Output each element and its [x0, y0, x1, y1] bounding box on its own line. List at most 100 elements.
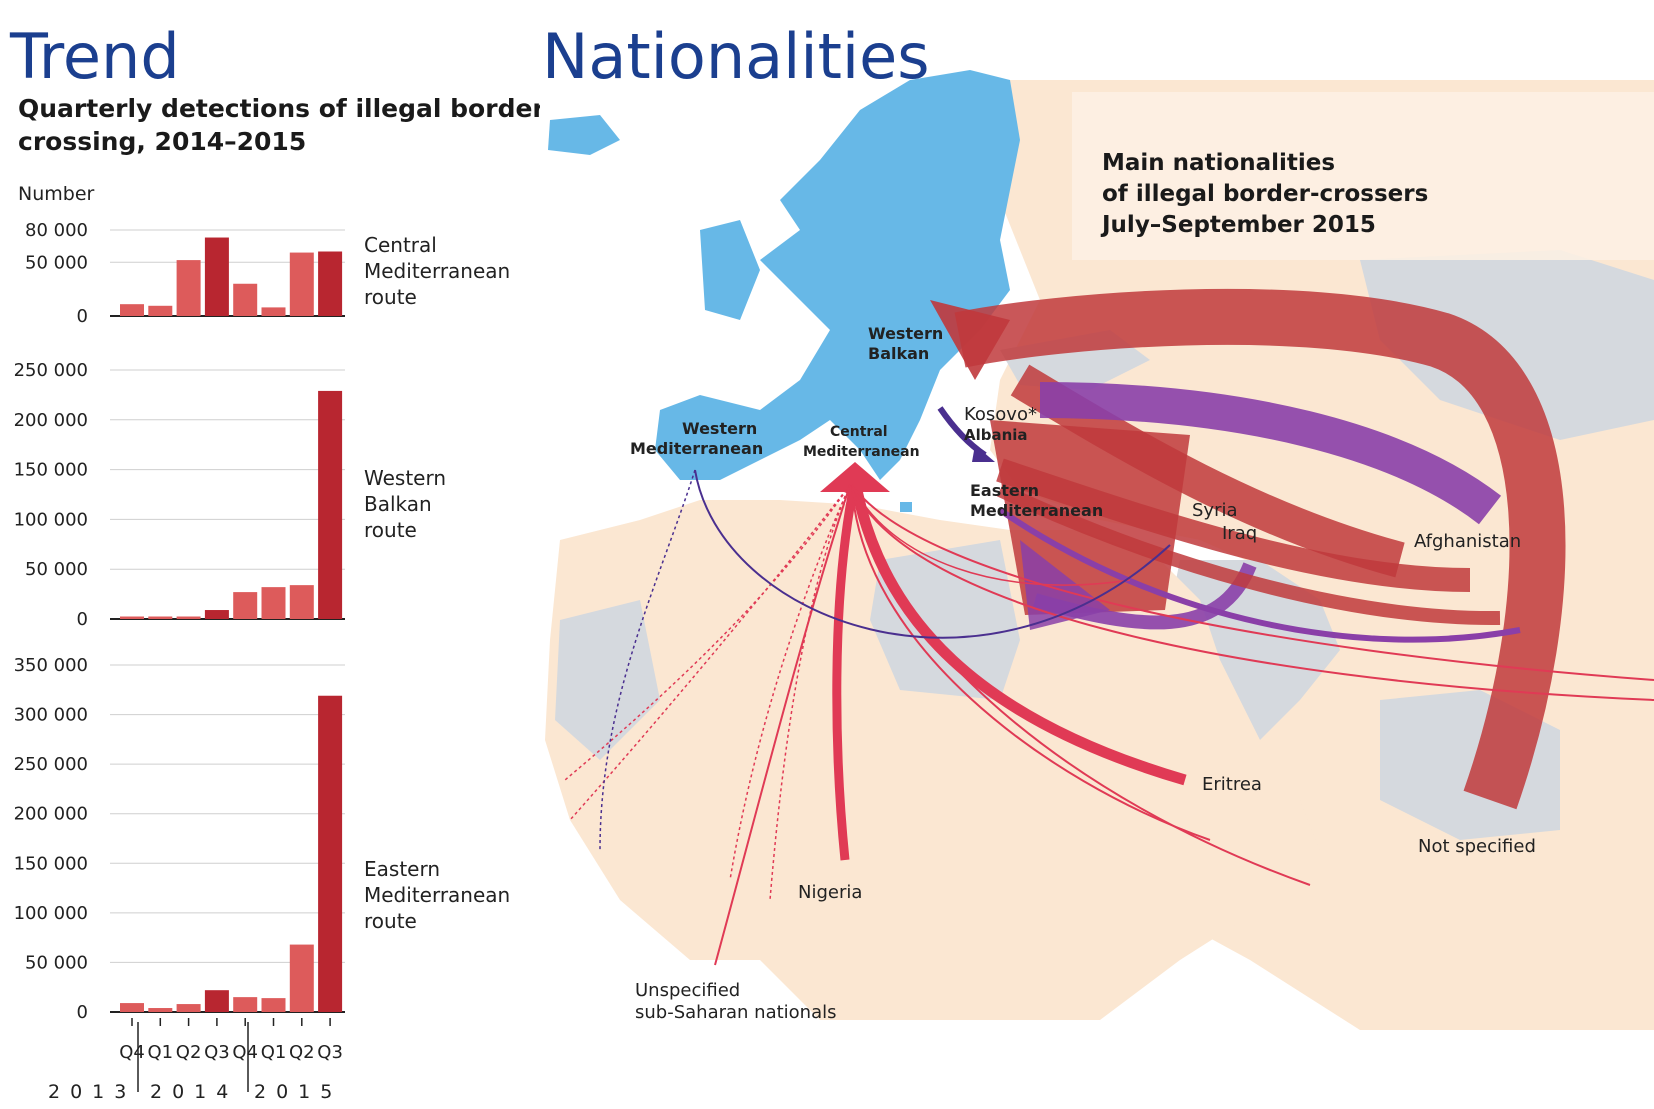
uk	[700, 220, 760, 320]
central-med-arrowhead	[820, 462, 890, 492]
west-med-flow	[694, 469, 1171, 639]
iceland	[548, 115, 620, 155]
bar	[261, 307, 286, 316]
dotted-flow-3	[729, 484, 851, 881]
bar	[204, 610, 229, 619]
route-label-western-med-1: Western	[682, 419, 757, 438]
cyprus	[900, 502, 912, 512]
route-label: Mediterranean	[364, 259, 510, 283]
thin-flow-1	[851, 484, 1211, 841]
y-tick-label: 80 000	[25, 220, 88, 241]
bar	[261, 587, 286, 619]
bar	[148, 616, 173, 619]
y-tick-label: 50 000	[25, 952, 88, 973]
y-tick-label: 150 000	[14, 853, 88, 874]
label-iraq: Iraq	[1222, 523, 1257, 544]
thin-flow-4	[851, 484, 1654, 681]
x-quarter-label: Q4	[119, 1042, 145, 1063]
y-tick-label: 100 000	[14, 509, 88, 530]
y-tick-label: 150 000	[14, 460, 88, 481]
trend-subtitle-line2: crossing, 2014–2015	[18, 127, 307, 156]
nationalities-box-line3: July–September 2015	[1102, 212, 1376, 238]
not-specified-flow	[954, 288, 1566, 810]
bar	[120, 304, 144, 316]
x-quarter-label: Q1	[261, 1042, 287, 1063]
bar	[233, 997, 258, 1012]
thin-flow-2	[851, 484, 1311, 886]
route-label: route	[364, 909, 417, 933]
route-label: Balkan	[364, 492, 432, 516]
not-specified-arrowhead	[930, 300, 1010, 380]
sub-saharan-flow	[714, 484, 851, 966]
libya-gray	[870, 540, 1020, 700]
x-quarter-label: Q1	[147, 1042, 173, 1063]
route-label-central-med-2: Mediterranean	[803, 444, 920, 460]
route-label: Central	[364, 233, 437, 257]
nationalities-box	[1072, 92, 1654, 260]
bar	[176, 1004, 201, 1012]
dotted-flow-4	[769, 484, 851, 901]
y-tick-label: 200 000	[14, 410, 88, 431]
route-label-eastern-med-2: Mediterranean	[970, 501, 1103, 520]
bar	[176, 616, 201, 619]
label-eritrea: Eritrea	[1202, 774, 1262, 795]
nigeria-flow	[832, 479, 860, 861]
y-tick-label: 0	[77, 306, 88, 327]
nationalities-title: Nationalities	[542, 20, 930, 93]
route-label: route	[364, 518, 417, 542]
route-label-western-balkan-1: Western	[868, 324, 943, 343]
bar	[148, 1008, 173, 1012]
label-not-specified: Not specified	[1418, 836, 1536, 857]
y-tick-label: 50 000	[25, 252, 88, 273]
bar	[289, 252, 314, 316]
x-year-label: 2014	[150, 1081, 238, 1103]
trend-title: Trend	[10, 20, 180, 93]
route-label: route	[364, 285, 417, 309]
y-tick-label: 250 000	[14, 754, 88, 775]
africa-land	[545, 500, 1320, 1020]
kosovo-albania-arrowhead	[972, 445, 995, 462]
y-tick-label: 0	[77, 609, 88, 630]
label-nigeria: Nigeria	[798, 882, 862, 903]
route-label-western-balkan-2: Balkan	[868, 344, 929, 363]
bar	[120, 616, 144, 619]
bar	[318, 695, 343, 1012]
bar	[120, 1003, 144, 1012]
route-label-western-med-2: Mediterranean	[630, 439, 763, 458]
trend-subtitle: Quarterly detections of illegal border- …	[18, 92, 555, 158]
bar	[204, 990, 229, 1012]
x-year-label: 2015	[254, 1081, 342, 1103]
bar	[233, 283, 258, 316]
label-syria: Syria	[1192, 500, 1238, 521]
route-label: Western	[364, 466, 446, 490]
thin-flow-3	[851, 484, 1654, 701]
trend-subtitle-line1: Quarterly detections of illegal border-	[18, 94, 556, 123]
bar	[176, 260, 201, 316]
eritrea-flow	[849, 479, 1187, 786]
route-label-eastern-med-1: Eastern	[970, 481, 1039, 500]
x-quarter-label: Q3	[204, 1042, 230, 1063]
nationalities-box-title: Main nationalities of illegal border-cro…	[1102, 148, 1428, 241]
route-label: Mediterranean	[364, 883, 510, 907]
bar	[289, 944, 314, 1012]
dotted-flow-1	[564, 484, 851, 781]
bar	[204, 237, 229, 316]
europe-eu	[655, 70, 1020, 480]
bar	[148, 305, 173, 316]
thin-flow-5	[851, 484, 1131, 586]
afghanistan-flow-2	[997, 483, 1501, 626]
y-tick-label: 50 000	[25, 559, 88, 580]
label-albania: Albania	[964, 426, 1028, 444]
nationalities-box-line1: Main nationalities	[1102, 150, 1336, 176]
purple-thin-flow	[998, 507, 1521, 643]
x-year-label: 2013	[48, 1081, 136, 1103]
route-label: Eastern	[364, 857, 440, 881]
y-tick-label: 200 000	[14, 804, 88, 825]
bar	[318, 251, 343, 316]
x-quarter-label: Q2	[176, 1042, 202, 1063]
route-label-central-med-1: Central	[830, 424, 888, 440]
y-tick-label: 250 000	[14, 360, 88, 381]
x-quarter-label: Q2	[289, 1042, 315, 1063]
y-tick-label: 350 000	[14, 655, 88, 676]
